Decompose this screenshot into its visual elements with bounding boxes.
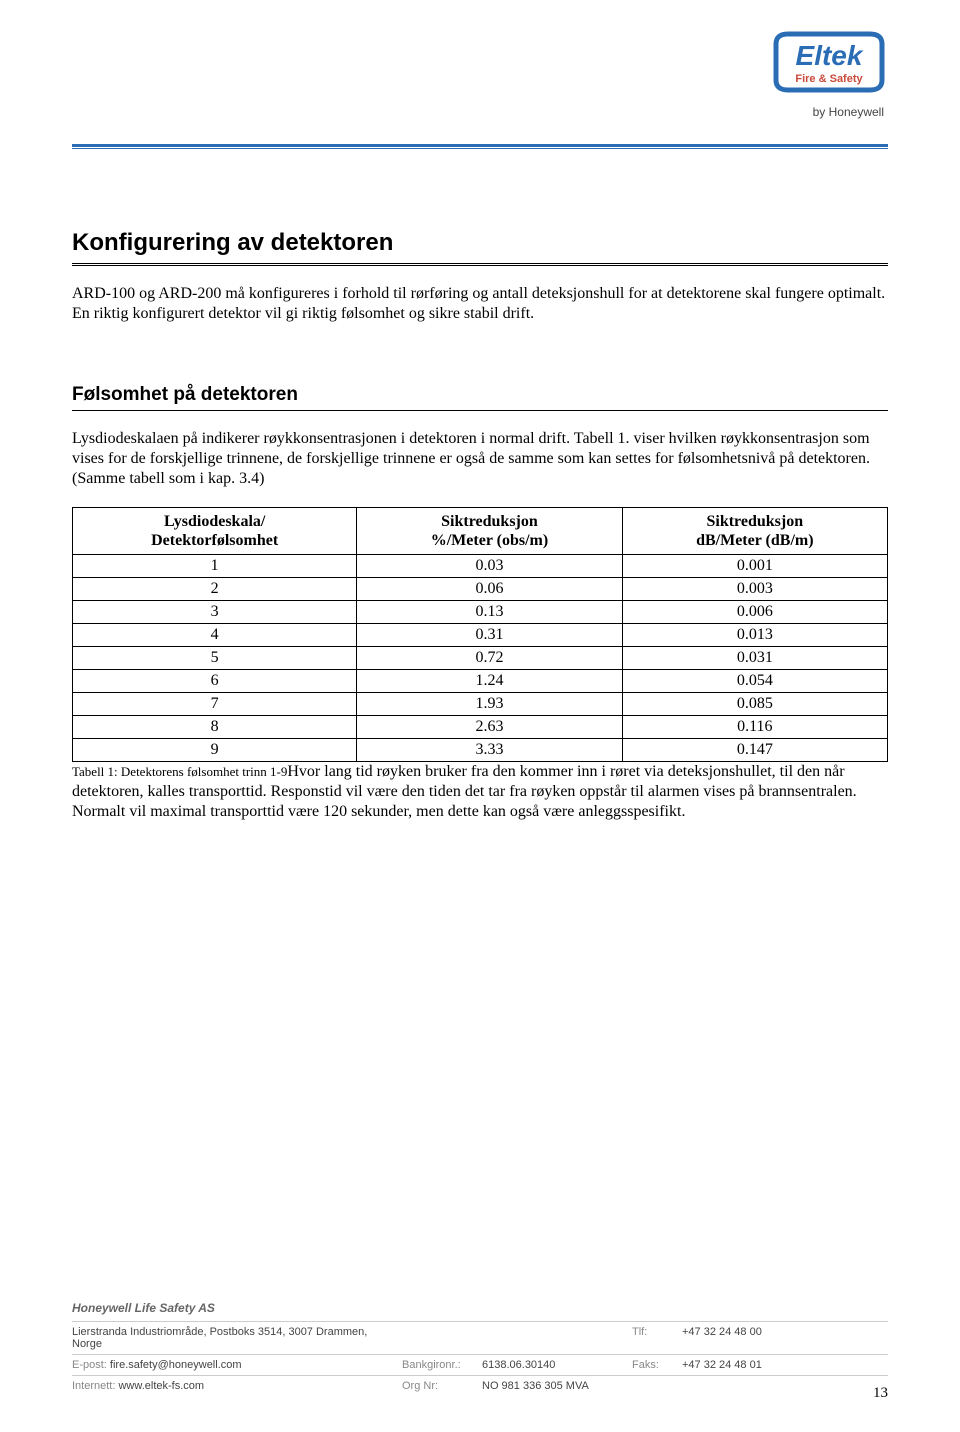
subsection-title: Følsomhet på detektoren: [72, 384, 888, 411]
table-caption: Tabell 1: Detektorens følsomhet trinn 1-…: [72, 762, 888, 822]
table-row: 20.060.003: [73, 578, 888, 601]
logo-badge: Eltek Fire & Safety: [770, 30, 888, 101]
logo: Eltek Fire & Safety by Honeywell: [770, 30, 888, 119]
page-footer: Honeywell Life Safety AS Lierstranda Ind…: [72, 1301, 888, 1396]
section-title: Konfigurering av detektoren: [72, 229, 888, 266]
footer-row-3: Internett: www.eltek-fs.com Org Nr: NO 9…: [72, 1375, 888, 1396]
table-row: 40.310.013: [73, 624, 888, 647]
table-row: 30.130.006: [73, 601, 888, 624]
caption-lead: Tabell 1: Detektorens følsomhet trinn 1-…: [72, 764, 287, 779]
intro-paragraph: ARD-100 og ARD-200 må konfigureres i for…: [72, 284, 888, 324]
table-row: 61.240.054: [73, 670, 888, 693]
table-header-2: Siktreduksjon%/Meter (obs/m): [357, 508, 622, 555]
footer-company: Honeywell Life Safety AS: [72, 1301, 888, 1315]
header-rule: [72, 144, 888, 149]
svg-text:Fire & Safety: Fire & Safety: [795, 73, 863, 85]
table-row: 82.630.116: [73, 716, 888, 739]
table-row: 10.030.001: [73, 555, 888, 578]
page-number: 13: [873, 1385, 888, 1402]
table-row: 50.720.031: [73, 647, 888, 670]
logo-byline: by Honeywell: [770, 105, 888, 119]
footer-row-2: E-post: fire.safety@honeywell.com Bankgi…: [72, 1354, 888, 1375]
table-header-3: SiktreduksjondB/Meter (dB/m): [622, 508, 887, 555]
table-header-1: Lysdiodeskala/Detektorfølsomhet: [73, 508, 357, 555]
sensitivity-table: Lysdiodeskala/Detektorfølsomhet Siktredu…: [72, 507, 888, 762]
body-paragraph: Lysdiodeskalaen på indikerer røykkonsent…: [72, 429, 888, 489]
table-row: 71.930.085: [73, 693, 888, 716]
table-row: 93.330.147: [73, 739, 888, 762]
footer-row-1: Lierstranda Industriområde, Postboks 351…: [72, 1321, 888, 1354]
svg-text:Eltek: Eltek: [796, 40, 864, 71]
